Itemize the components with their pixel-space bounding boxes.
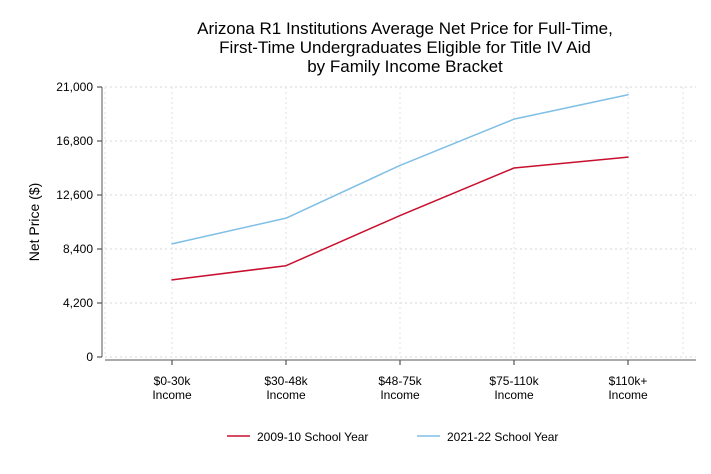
x-tick-label: $110k+ Income xyxy=(608,374,648,402)
x-tick-label-line: $75-110k xyxy=(489,374,539,388)
x-tick-label: $75-110k Income xyxy=(489,374,539,402)
y-tick-label: 16,800 xyxy=(56,134,93,148)
x-tick-label-line: Income xyxy=(380,388,420,402)
x-tick-label-line: $48-75k xyxy=(378,374,422,388)
chart-title-line-1: Arizona R1 Institutions Average Net Pric… xyxy=(197,19,613,38)
y-tick-label: 21,000 xyxy=(56,80,93,94)
x-tick-label-line: Income xyxy=(608,388,648,402)
y-tick-label: 8,400 xyxy=(63,242,93,256)
x-tick-label: $30-48k Income xyxy=(264,374,308,402)
x-tick-label-line: $30-48k xyxy=(264,374,308,388)
y-tick-label: 4,200 xyxy=(63,296,93,310)
x-tick-label-line: $0-30k xyxy=(154,374,192,388)
x-tick-label-line: Income xyxy=(152,388,192,402)
legend: 2009-10 School Year 2021-22 School Year xyxy=(227,430,558,444)
y-tick-label: 12,600 xyxy=(56,188,93,202)
grid-layer xyxy=(104,86,696,358)
chart-title-line-3: by Family Income Bracket xyxy=(307,57,503,76)
x-tick-label-line: Income xyxy=(266,388,306,402)
x-tick-label: $48-75k Income xyxy=(378,374,422,402)
legend-label: 2009-10 School Year xyxy=(257,430,368,444)
x-tick-label-line: Income xyxy=(494,388,534,402)
y-axis-label: Net Price ($) xyxy=(26,183,42,262)
x-tick-label-line: $110k+ xyxy=(609,374,648,388)
legend-label: 2021-22 School Year xyxy=(447,430,558,444)
chart-title-line-2: First-Time Undergraduates Eligible for T… xyxy=(219,38,591,57)
y-tick-label: 0 xyxy=(86,350,93,364)
x-tick-label: $0-30k Income xyxy=(152,374,192,402)
chart-title: Arizona R1 Institutions Average Net Pric… xyxy=(197,19,613,76)
series-layer xyxy=(171,93,629,281)
